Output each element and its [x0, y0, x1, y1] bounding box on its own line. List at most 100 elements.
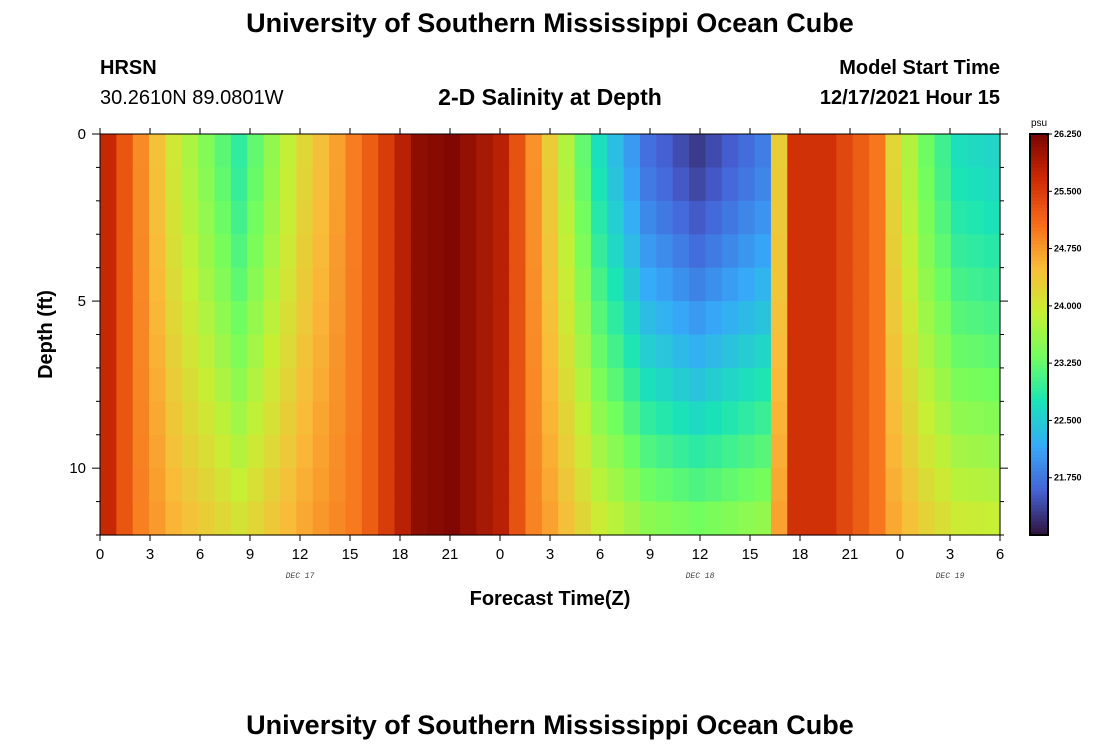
heatmap-cell — [247, 167, 265, 202]
colorbar-segment — [1030, 498, 1048, 503]
heatmap-cell — [280, 234, 297, 269]
heatmap-cell — [983, 234, 1001, 269]
heatmap-cell — [410, 367, 428, 402]
heatmap-cell — [901, 367, 919, 402]
heatmap-cell — [672, 367, 690, 402]
heatmap-cell — [918, 200, 936, 235]
heatmap-cell — [869, 267, 887, 302]
heatmap-cell — [689, 234, 707, 269]
colorbar-segment — [1030, 488, 1048, 493]
heatmap-cell — [181, 134, 199, 169]
heatmap-cell — [100, 267, 117, 302]
y-tick-label: 10 — [69, 460, 86, 477]
heatmap-cell — [492, 267, 510, 302]
heatmap-cell — [460, 501, 477, 536]
heatmap-cell — [901, 234, 919, 269]
heatmap-cell — [672, 334, 690, 369]
x-tick-label: 0 — [896, 546, 904, 563]
heatmap-cell — [967, 434, 985, 469]
heatmap-cell — [950, 234, 968, 269]
heatmap-cell — [361, 468, 379, 503]
heatmap-cell — [754, 334, 772, 369]
colorbar-tick-label: 21.750 — [1054, 473, 1082, 483]
heatmap-cell — [852, 468, 870, 503]
heatmap-cell — [689, 134, 707, 169]
heatmap-cell — [852, 401, 870, 436]
heatmap-cell — [296, 167, 314, 202]
heatmap-cell — [345, 501, 363, 536]
heatmap-cell — [885, 501, 903, 536]
heatmap-cell — [525, 501, 543, 536]
heatmap-cell — [689, 401, 707, 436]
colorbar-tick-label: 24.000 — [1054, 301, 1082, 311]
heatmap-cell — [705, 267, 723, 302]
heatmap-cell — [640, 134, 657, 169]
heatmap-cell — [590, 200, 608, 235]
colorbar-segment — [1030, 364, 1048, 369]
heatmap-cell — [345, 167, 363, 202]
heatmap-cell — [558, 468, 576, 503]
heatmap-cell — [345, 200, 363, 235]
heatmap-cell — [574, 200, 592, 235]
heatmap-cell — [443, 301, 461, 336]
heatmap-cell — [967, 301, 985, 336]
heatmap-cell — [132, 501, 150, 536]
colorbar-segment — [1030, 267, 1048, 272]
heatmap-cell — [803, 501, 821, 536]
colorbar-segment — [1030, 247, 1048, 252]
heatmap-cell — [296, 200, 314, 235]
heatmap-cell — [770, 301, 788, 336]
heatmap-cell — [378, 234, 396, 269]
heatmap-cell — [574, 468, 592, 503]
heatmap-cell — [590, 134, 608, 169]
heatmap-cell — [263, 200, 281, 235]
heatmap-cell — [705, 434, 723, 469]
heatmap-cell — [950, 267, 968, 302]
heatmap-cell — [361, 200, 379, 235]
heatmap-cell — [230, 367, 248, 402]
heatmap-cell — [820, 367, 837, 402]
heatmap-cell — [263, 434, 281, 469]
heatmap-cell — [918, 301, 936, 336]
heatmap-cell — [492, 301, 510, 336]
heatmap-cell — [836, 501, 854, 536]
heatmap-cell — [509, 468, 527, 503]
heatmap-cell — [558, 434, 576, 469]
heatmap-cell — [492, 468, 510, 503]
heatmap-cell — [967, 267, 985, 302]
day-label: DEC 18 — [686, 572, 715, 581]
heatmap-cell — [574, 234, 592, 269]
heatmap-cell — [329, 501, 347, 536]
heatmap-cell — [656, 501, 674, 536]
heatmap-cell — [312, 434, 330, 469]
heatmap-cell — [198, 501, 216, 536]
heatmap-cell — [443, 234, 461, 269]
heatmap-cell — [214, 334, 232, 369]
heatmap-cell — [509, 301, 527, 336]
heatmap-cell — [345, 234, 363, 269]
colorbar-segment — [1030, 391, 1048, 396]
colorbar-segment — [1030, 438, 1048, 442]
heatmap-cell — [656, 234, 674, 269]
heatmap-cell — [705, 501, 723, 536]
heatmap-cell — [950, 301, 968, 336]
heatmap-cell — [280, 200, 297, 235]
heatmap-cell — [803, 434, 821, 469]
heatmap-cell — [705, 234, 723, 269]
heatmap-cell — [852, 334, 870, 369]
heatmap-cell — [509, 200, 527, 235]
heatmap-cell — [394, 134, 412, 169]
heatmap-cell — [116, 200, 134, 235]
colorbar-segment — [1030, 217, 1048, 222]
colorbar-segment — [1030, 374, 1048, 379]
heatmap-cell — [312, 401, 330, 436]
colorbar-segment — [1030, 314, 1048, 319]
heatmap-cell — [803, 267, 821, 302]
heatmap-cell — [165, 167, 183, 202]
x-tick-label: 12 — [292, 546, 309, 563]
heatmap-cell — [885, 167, 903, 202]
heatmap-cell — [672, 200, 690, 235]
heatmap-cell — [394, 334, 412, 369]
heatmap-cell — [787, 501, 805, 536]
heatmap-cell — [852, 200, 870, 235]
